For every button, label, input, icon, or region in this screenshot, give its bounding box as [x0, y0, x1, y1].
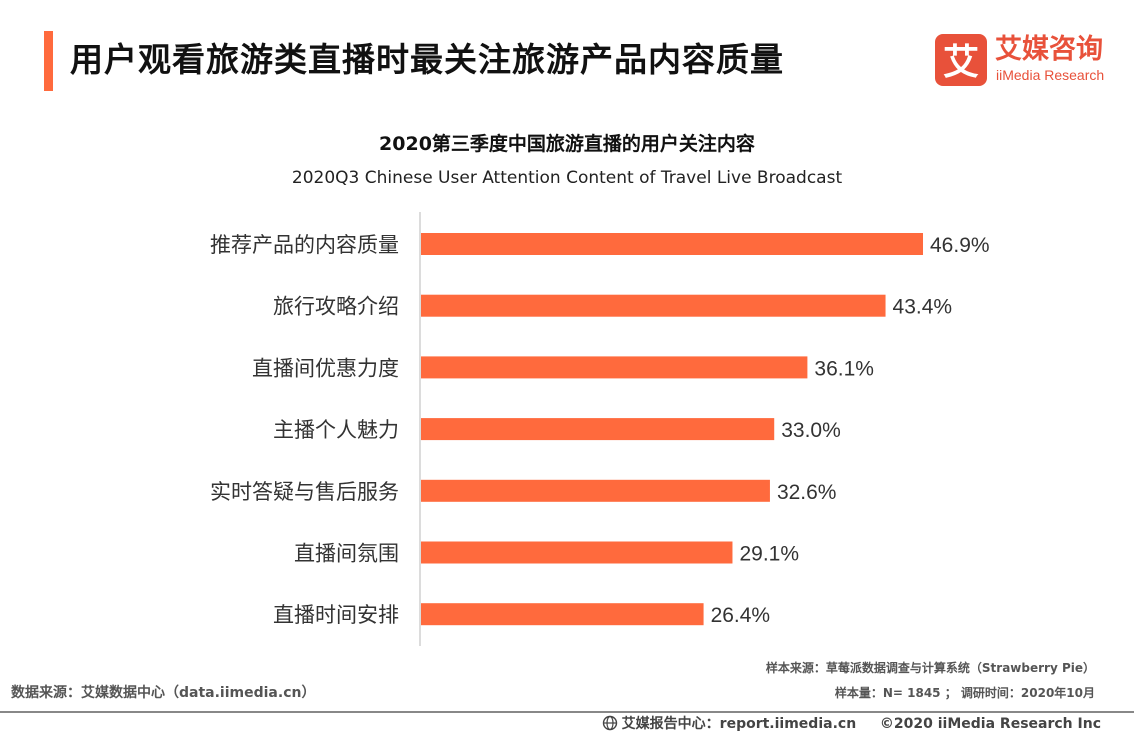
bar-1	[421, 294, 886, 317]
logo-mark: 艾	[935, 34, 987, 86]
bar-6	[421, 603, 704, 626]
data-source: 数据来源：艾媒数据中心（data.iimedia.cn）	[11, 685, 316, 701]
sample-source: 样本来源：草莓派数据调查与计算系统（Strawberry Pie）	[765, 661, 1095, 675]
logo-name-en: iiMedia Research	[996, 67, 1105, 83]
globe-icon	[602, 715, 617, 731]
bar-4	[421, 479, 770, 502]
value-label-1: 43.4%	[893, 296, 953, 319]
bar-5	[421, 541, 733, 564]
title-accent-bar	[44, 31, 53, 91]
value-label-5: 29.1%	[739, 543, 799, 566]
value-label-4: 32.6%	[777, 481, 837, 504]
chart-subtitle: 2020Q3 Chinese User Attention Content of…	[291, 168, 843, 188]
bar-3	[421, 418, 775, 441]
category-label-2: 直播间优惠力度	[252, 356, 399, 380]
value-label-0: 46.9%	[930, 234, 990, 257]
logo-glyph: 艾	[943, 42, 979, 83]
logo-glyph-icon: 艾	[943, 42, 979, 83]
category-label-6: 直播时间安排	[273, 603, 399, 627]
footer-credits: 艾媒报告中心：report.iimedia.cn ©2020 iiMedia R…	[602, 714, 1101, 734]
report-center: 艾媒报告中心：report.iimedia.cn	[621, 716, 857, 732]
value-label-2: 36.1%	[814, 357, 874, 380]
footer-divider	[0, 711, 1134, 713]
iimedia-logo: 艾 艾媒咨询 iiMedia Research	[935, 34, 1115, 86]
category-label-4: 实时答疑与售后服务	[210, 480, 399, 504]
category-label-3: 主播个人魅力	[273, 418, 399, 442]
bar-2	[421, 356, 808, 379]
value-label-6: 26.4%	[711, 604, 771, 627]
chart-title: 2020第三季度中国旅游直播的用户关注内容	[379, 133, 755, 155]
page-title: 用户观看旅游类直播时最关注旅游产品内容质量	[70, 40, 784, 79]
copyright: ©2020 iiMedia Research Inc	[879, 716, 1101, 732]
sample-size: 样本量：N= 1845 ； 调研时间：2020年10月	[834, 686, 1095, 700]
category-label-5: 直播间氛围	[294, 542, 399, 566]
bar-0	[421, 233, 923, 255]
logo-name-zh: 艾媒咨询	[995, 34, 1103, 65]
category-label-0: 推荐产品的内容质量	[210, 233, 399, 257]
value-label-3: 33.0%	[781, 419, 841, 442]
category-label-1: 旅行攻略介绍	[273, 295, 399, 319]
